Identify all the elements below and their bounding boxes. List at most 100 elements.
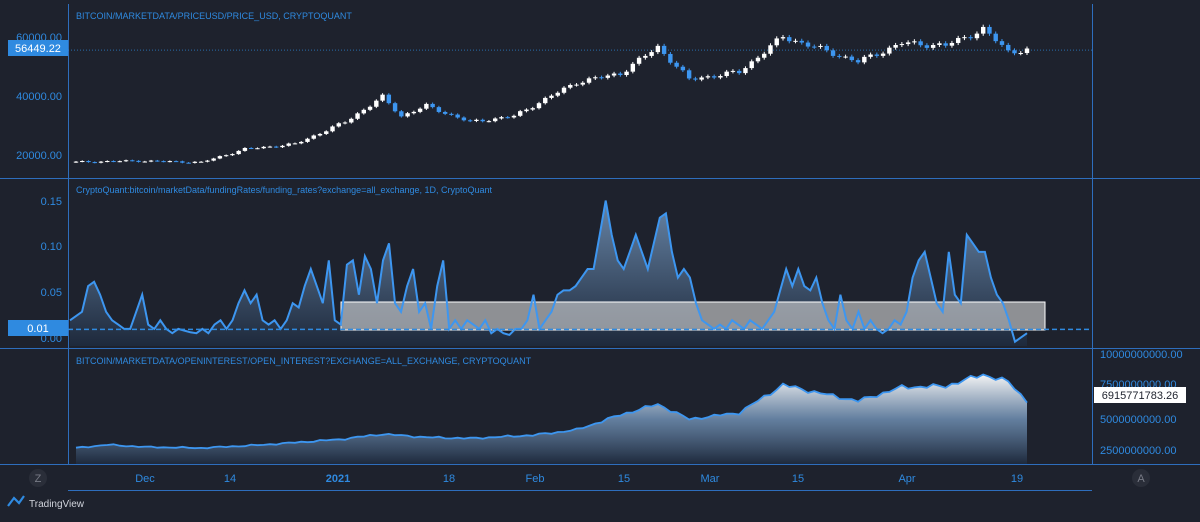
x-tick-19: 19 [1011,473,1023,485]
price-candle [223,155,229,157]
price-candle [1024,48,1030,54]
price-panel: BITCOIN/MARKETDATA/PRICEUSD/PRICE_USD, C… [8,11,1092,164]
price-candle [367,106,373,110]
price-candle [724,71,729,77]
price-candle [349,118,354,123]
price-candle [987,26,992,34]
x-tick-dec: Dec [135,473,155,485]
price-candle [167,161,173,163]
funding-panel-label: CryptoQuant:bitcoin/marketData/fundingRa… [76,185,493,195]
price-candle [280,145,285,148]
price-candle [267,146,273,148]
price-candle [705,76,711,78]
price-panel-label: BITCOIN/MARKETDATA/PRICEUSD/PRICE_USD, C… [76,11,352,21]
price-tick-20000: 20000.00 [16,150,62,162]
price-candle [105,161,110,163]
price-candle [624,71,629,76]
price-candle [286,143,291,146]
price-candle [155,160,160,162]
price-candle [743,68,748,74]
auto-scale-button[interactable]: A [1132,469,1150,487]
oi-last-label: 6915771783.26 [1094,387,1186,403]
price-candle [755,57,761,62]
price-candle [887,47,892,54]
price-candle [862,56,867,63]
price-candle [111,161,116,163]
price-candle [355,113,360,119]
price-candle [543,97,548,104]
price-candle [1006,44,1011,51]
price-candle [330,126,335,132]
price-candle [843,56,848,58]
price-candle [386,94,392,104]
price-candle [499,117,504,119]
price-candle [186,162,191,164]
tradingview-brand[interactable]: TradingView [7,495,85,510]
price-candle [230,154,235,156]
price-candle [818,45,823,47]
price-candle [774,38,779,46]
funding-panel: CryptoQuant:bitcoin/marketData/fundingRa… [8,185,1092,346]
funding-tick-005: 0.05 [41,287,62,299]
price-candle [486,121,492,123]
price-candle [117,161,122,163]
price-candle [937,43,942,46]
price-candle [912,41,917,43]
price-candle [1012,50,1017,54]
price-candle [693,78,698,80]
price-candle [455,114,460,118]
price-candle [361,109,367,114]
price-candle [324,131,329,134]
price-candle [618,73,623,76]
oi-last-label-text: 6915771783.26 [1102,390,1178,402]
x-tick-apr: Apr [898,473,915,485]
price-candle [568,85,573,88]
price-candle [405,113,410,117]
price-candle [918,41,923,46]
price-candle [524,109,529,112]
price-candle [130,160,135,162]
price-candle [711,76,717,78]
price-candle [255,148,260,150]
price-candle [962,37,967,39]
price-candle [849,56,855,61]
price-candle [899,44,905,46]
price-candle [599,77,604,79]
price-candle [893,45,898,48]
price-candle [492,118,498,122]
oi-tick-10b: 10000000000.00 [1100,349,1183,361]
price-candle [674,62,679,67]
zoom-button-left[interactable]: Z [29,469,47,487]
price-candle [442,111,448,114]
panel-frame [0,4,1200,491]
price-candle [236,150,241,155]
price-candle [305,138,310,142]
price-candle [561,87,567,93]
zoom-button-left-label: Z [35,473,42,485]
price-candle [580,82,585,85]
price-candle [924,45,930,48]
price-candle [392,103,398,112]
price-candle [180,161,185,163]
auto-scale-button-label: A [1137,473,1145,485]
funding-tick-015: 0.15 [41,196,62,208]
oi-tick-2500m: 2500000000.00 [1100,445,1176,457]
funding-last-label-text: 0.01 [27,323,48,335]
price-candle [787,37,792,42]
price-candle [336,123,341,127]
price-candle [812,46,817,48]
price-candle [417,108,423,112]
price-candle [342,122,348,124]
price-candle [161,161,166,163]
x-tick-mar: Mar [701,473,720,485]
price-candle [274,146,279,148]
tradingview-logo-icon [7,495,25,507]
price-candle [411,111,417,114]
price-candle [793,40,798,42]
price-candle [824,45,829,51]
price-candle [943,43,948,46]
price-candle [92,162,97,164]
price-candle [593,77,598,79]
